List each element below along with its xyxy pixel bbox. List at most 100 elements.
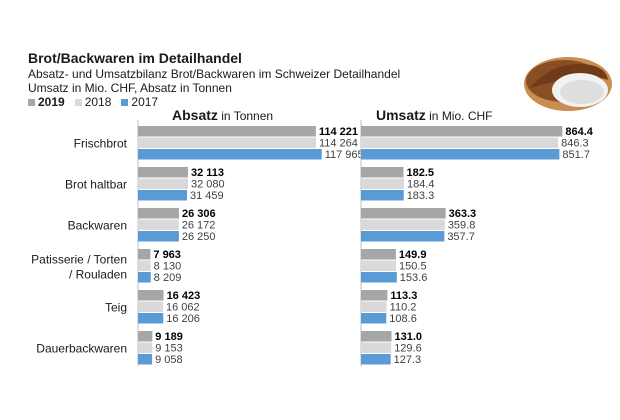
absatz-bar-brot-haltbar-2017: [138, 190, 187, 201]
legend-label-2018: 2018: [84, 95, 112, 109]
umsatz-value-label-dauerbackwaren-2018: 129.6: [394, 343, 422, 355]
umsatz-bar-teig-2017: [361, 313, 387, 324]
umsatz-value-label-frischbrot-2018: 846.3: [561, 138, 589, 150]
absatz-bar-patisserie-torten-rouladen-2019: [138, 249, 151, 260]
legend: 2019 2018 2017: [28, 95, 158, 109]
category-label-brot-haltbar: Brot haltbar: [65, 177, 127, 191]
absatz-bar-frischbrot-2019: [138, 126, 316, 137]
bread-loaf-icon: [524, 57, 612, 111]
legend-swatch-2019: [28, 98, 35, 106]
umsatz-bar-dauerbackwaren-2017: [361, 354, 391, 365]
absatz-value-label-dauerbackwaren-2018: 9 153: [155, 343, 183, 355]
legend-label-2019: 2019: [38, 95, 65, 109]
absatz-bar-brot-haltbar-2019: [138, 167, 189, 178]
umsatz-bar-teig-2018: [361, 301, 387, 312]
absatz-value-label-frischbrot-2018: 114 264: [319, 138, 358, 150]
umsatz-bar-patisserie-torten-rouladen-2018: [361, 260, 397, 271]
legend-item-2017: 2017: [121, 95, 158, 109]
umsatz-value-label-backwaren-2019: 363.3: [449, 208, 477, 220]
umsatz-value-label-brot-haltbar-2019: 182.5: [407, 167, 435, 179]
absatz-value-label-brot-haltbar-2018: 32 080: [191, 179, 225, 191]
absatz-bar-teig-2017: [138, 313, 164, 324]
absatz-bar-dauerbackwaren-2018: [138, 342, 153, 353]
umsatz-value-label-brot-haltbar-2018: 184.4: [407, 179, 435, 191]
umsatz-value-label-dauerbackwaren-2019: 131.0: [395, 331, 423, 343]
category-label-backwaren: Backwaren: [68, 218, 127, 232]
umsatz-bar-dauerbackwaren-2018: [361, 342, 392, 353]
legend-item-2018: 2018: [74, 95, 112, 109]
absatz-bar-backwaren-2019: [138, 208, 179, 219]
absatz-unit: in Tonnen: [221, 109, 274, 123]
absatz-bar-patisserie-torten-rouladen-2017: [138, 272, 151, 283]
umsatz-value-label-backwaren-2017: 357.7: [447, 231, 475, 243]
umsatz-bar-backwaren-2017: [361, 231, 445, 242]
umsatz-bar-brot-haltbar-2017: [361, 190, 404, 201]
absatz-title: Absatz: [172, 107, 218, 123]
umsatz-value-label-teig-2017: 108.6: [389, 313, 417, 325]
absatz-value-label-patisserie-torten-rouladen-2018: 8 130: [154, 261, 182, 273]
category-label-patisserie-torten-rouladen-line-2: / Rouladen: [69, 267, 127, 281]
umsatz-bar-backwaren-2018: [361, 219, 445, 230]
umsatz-value-label-teig-2019: 113.3: [390, 290, 417, 302]
absatz-bar-brot-haltbar-2018: [138, 178, 188, 189]
umsatz-bar-frischbrot-2018: [361, 137, 559, 148]
umsatz-unit: in Mio. CHF: [429, 109, 493, 123]
umsatz-value-label-patisserie-torten-rouladen-2018: 150.5: [399, 261, 427, 273]
absatz-bar-dauerbackwaren-2017: [138, 354, 153, 365]
absatz-value-label-dauerbackwaren-2017: 9 058: [155, 354, 183, 366]
absatz-value-label-backwaren-2019: 26 306: [182, 208, 216, 220]
umsatz-value-label-patisserie-torten-rouladen-2017: 153.6: [400, 272, 428, 284]
legend-label-2017: 2017: [131, 95, 159, 109]
umsatz-bar-backwaren-2019: [361, 208, 446, 219]
umsatz-value-label-frischbrot-2017: 851.7: [562, 149, 590, 161]
absatz-value-label-brot-haltbar-2019: 32 113: [191, 167, 224, 179]
umsatz-value-label-dauerbackwaren-2017: 127.3: [394, 354, 422, 366]
chart-units: Umsatz in Mio. CHF, Absatz in Tonnen: [28, 81, 232, 95]
absatz-bar-frischbrot-2017: [138, 149, 322, 160]
absatz-bar-backwaren-2017: [138, 231, 179, 242]
umsatz-bar-patisserie-torten-rouladen-2017: [361, 272, 397, 283]
umsatz-bar-dauerbackwaren-2019: [361, 331, 392, 342]
umsatz-bar-brot-haltbar-2019: [361, 167, 404, 178]
absatz-bar-frischbrot-2018: [138, 137, 316, 148]
absatz-panel-title: Absatz in Tonnen: [172, 107, 273, 123]
umsatz-bar-brot-haltbar-2018: [361, 178, 404, 189]
umsatz-bar-teig-2019: [361, 290, 388, 301]
absatz-bar-teig-2019: [138, 290, 164, 301]
legend-item-2019: 2019: [28, 95, 65, 109]
umsatz-value-label-teig-2018: 110.2: [390, 302, 417, 314]
absatz-value-label-backwaren-2018: 26 172: [182, 220, 216, 232]
chart-title: Brot/Backwaren im Detailhandel: [28, 50, 242, 66]
absatz-bar-teig-2018: [138, 301, 164, 312]
absatz-value-label-teig-2018: 16 062: [166, 302, 200, 314]
absatz-value-label-brot-haltbar-2017: 31 459: [190, 190, 224, 202]
umsatz-value-label-backwaren-2018: 359.8: [448, 220, 476, 232]
absatz-bar-dauerbackwaren-2019: [138, 331, 153, 342]
absatz-value-label-frischbrot-2017: 117 965: [325, 149, 364, 161]
absatz-value-label-patisserie-torten-rouladen-2019: 7 963: [153, 249, 181, 261]
umsatz-value-label-brot-haltbar-2017: 183.3: [407, 190, 435, 202]
absatz-value-label-teig-2017: 16 206: [166, 313, 200, 325]
umsatz-value-label-patisserie-torten-rouladen-2019: 149.9: [399, 249, 427, 261]
umsatz-value-label-frischbrot-2019: 864.4: [565, 126, 593, 138]
absatz-value-label-patisserie-torten-rouladen-2017: 8 209: [154, 272, 182, 284]
umsatz-title: Umsatz: [376, 107, 426, 123]
absatz-value-label-backwaren-2017: 26 250: [182, 231, 216, 243]
chart-subtitle: Absatz- und Umsatzbilanz Brot/Backwaren …: [28, 67, 401, 81]
umsatz-bar-frischbrot-2019: [361, 126, 563, 137]
category-label-dauerbackwaren: Dauerbackwaren: [36, 341, 127, 355]
umsatz-panel-title: Umsatz in Mio. CHF: [376, 107, 492, 123]
category-label-teig: Teig: [105, 300, 127, 314]
category-label-frischbrot: Frischbrot: [74, 136, 128, 150]
absatz-value-label-dauerbackwaren-2019: 9 189: [155, 331, 183, 343]
absatz-value-label-frischbrot-2019: 114 221: [319, 126, 358, 138]
absatz-bar-backwaren-2018: [138, 219, 179, 230]
category-label-patisserie-torten-rouladen-line-1: Patisserie / Torten: [31, 252, 127, 266]
umsatz-bar-frischbrot-2017: [361, 149, 560, 160]
legend-swatch-2018: [74, 98, 82, 106]
absatz-value-label-teig-2019: 16 423: [167, 290, 201, 302]
absatz-bar-patisserie-torten-rouladen-2018: [138, 260, 151, 271]
umsatz-bar-patisserie-torten-rouladen-2019: [361, 249, 396, 260]
legend-swatch-2017: [121, 98, 129, 106]
